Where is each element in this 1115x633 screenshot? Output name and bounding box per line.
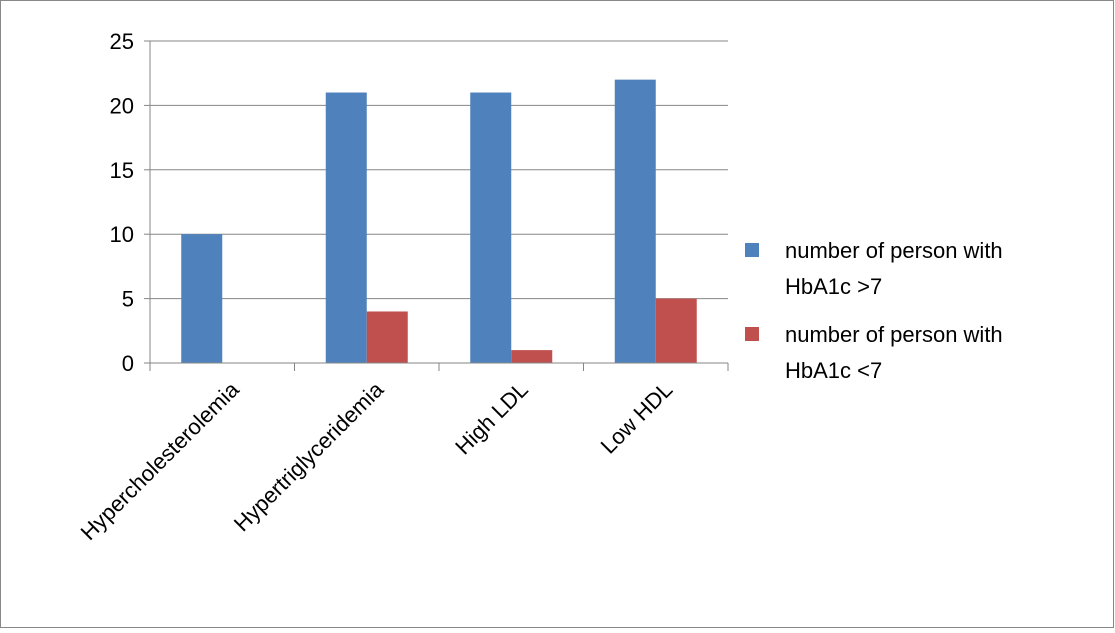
legend-label: HbA1c <7 — [785, 358, 882, 383]
bar — [325, 92, 367, 364]
bar — [366, 311, 408, 363]
y-tick-label: 5 — [122, 287, 134, 312]
bars — [181, 79, 697, 364]
legend-swatch — [745, 327, 759, 341]
y-tick-label: 25 — [110, 29, 134, 54]
bar — [470, 92, 512, 364]
y-tick-label: 20 — [110, 93, 134, 118]
legend-label: HbA1c >7 — [785, 274, 882, 299]
legend-label: number of person with — [785, 322, 1003, 347]
legend-label: number of person with — [785, 238, 1003, 263]
y-tick-label: 15 — [110, 158, 134, 183]
y-tick-label: 0 — [122, 351, 134, 376]
y-tick-label: 10 — [110, 222, 134, 247]
bar — [181, 234, 223, 363]
legend-swatch — [745, 243, 759, 257]
bar — [655, 298, 697, 363]
bar — [511, 350, 553, 363]
bar — [614, 79, 656, 363]
legend: number of person with HbA1c >7 number of p… — [745, 238, 1003, 383]
